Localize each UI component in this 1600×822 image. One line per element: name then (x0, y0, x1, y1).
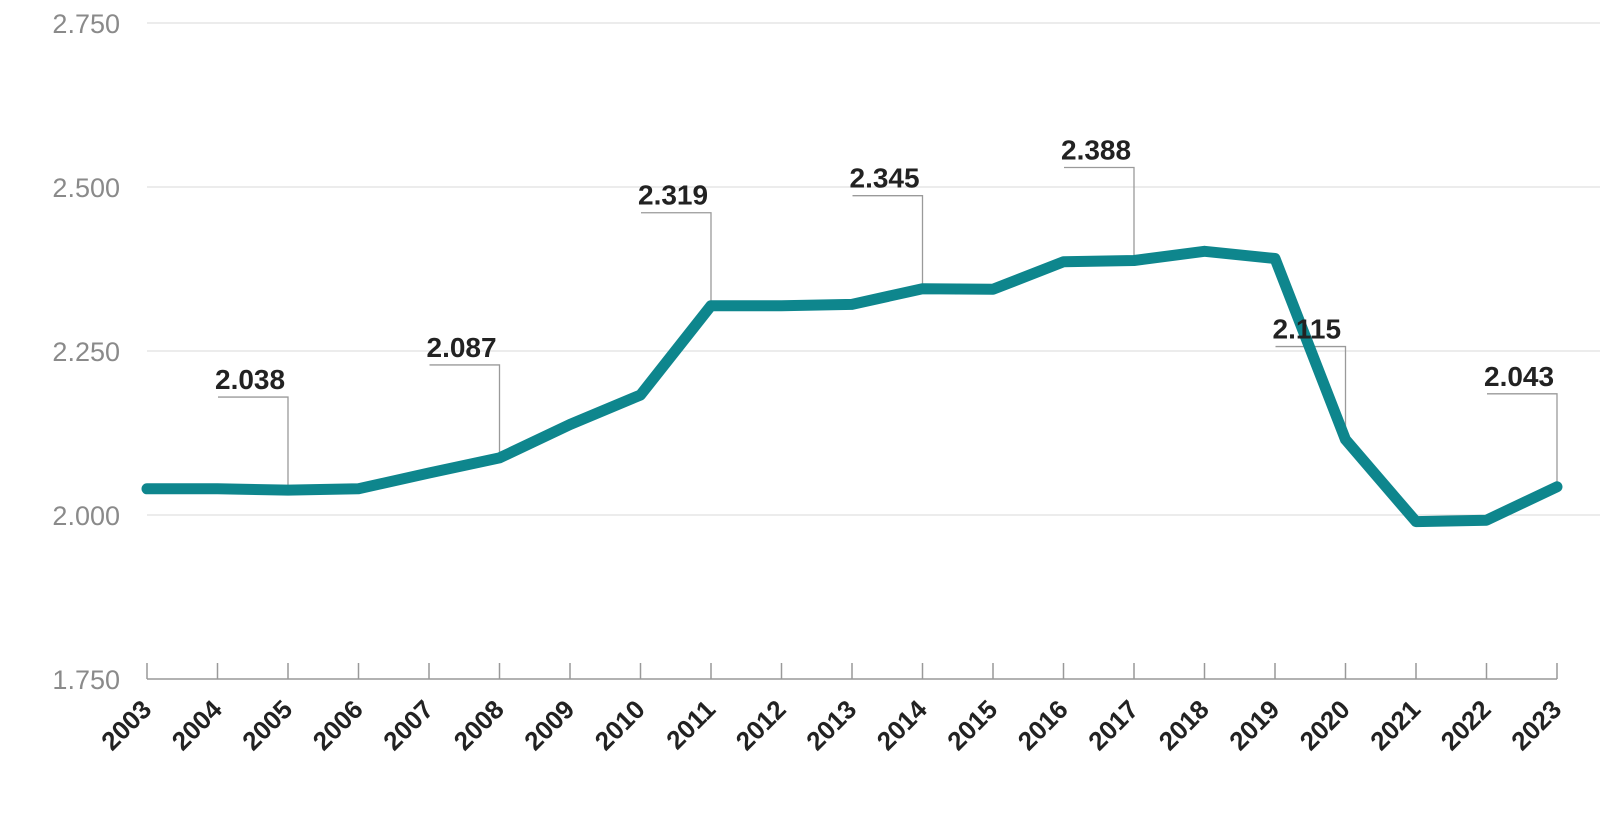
y-tick-label: 2.250 (52, 337, 120, 367)
x-tick-label: 2019 (1223, 694, 1285, 756)
x-tick-label: 2022 (1435, 694, 1497, 756)
x-axis: 2003 2004 2005 2006 2007 2008 2009 2010 2011 2012… (95, 663, 1567, 756)
x-tick-label: 2005 (236, 694, 298, 756)
x-tick-label: 2020 (1294, 694, 1356, 756)
data-label: 2.087 (427, 332, 497, 363)
annotation-leaders (218, 166, 1558, 487)
x-tick-label: 2009 (518, 694, 580, 756)
data-labels: 2.038 2.087 2.319 2.345 2.388 2.115 2.043 (215, 134, 1554, 395)
x-tick-label: 2013 (800, 694, 862, 756)
data-label: 2.319 (638, 180, 708, 211)
y-tick-label: 2.750 (52, 9, 120, 39)
data-label: 2.038 (215, 364, 285, 395)
leader-line (1487, 393, 1558, 483)
leader-line (1275, 345, 1347, 436)
data-label: 2.345 (850, 163, 920, 194)
series-line (141, 245, 1563, 528)
x-tick-label: 2004 (166, 694, 228, 756)
series (141, 245, 1563, 528)
x-tick-label: 2007 (377, 694, 439, 756)
x-tick-label: 2003 (95, 694, 157, 756)
leader-line (852, 195, 924, 285)
y-tick-label: 2.000 (52, 501, 120, 531)
x-tick-label: 2010 (589, 694, 651, 756)
x-tick-label: 2011 (660, 694, 721, 755)
data-label: 2.043 (1484, 361, 1554, 392)
y-tick-label: 2.500 (52, 173, 120, 203)
x-tick-label: 2016 (1012, 694, 1074, 756)
data-label: 2.115 (1273, 314, 1342, 345)
x-tick-label: 2021 (1364, 694, 1426, 756)
leader-line (218, 396, 289, 487)
x-tick-label: 2006 (307, 694, 369, 756)
x-tick-label: 2017 (1082, 694, 1144, 756)
y-tick-label: 1.750 (52, 665, 120, 695)
leader-line (1064, 166, 1135, 257)
x-tick-label: 2015 (941, 694, 1003, 756)
leader-line (641, 212, 712, 302)
y-axis: 1.750 2.000 2.250 2.500 2.750 (52, 9, 120, 695)
x-tick-label: 2012 (730, 694, 792, 756)
leader-line (429, 364, 501, 454)
x-tick-label: 2023 (1505, 694, 1567, 756)
x-tick-label: 2008 (448, 694, 510, 756)
x-tick-label: 2014 (871, 694, 933, 756)
grid (147, 22, 1600, 516)
data-label: 2.388 (1061, 134, 1131, 165)
x-tick-label: 2018 (1153, 694, 1215, 756)
